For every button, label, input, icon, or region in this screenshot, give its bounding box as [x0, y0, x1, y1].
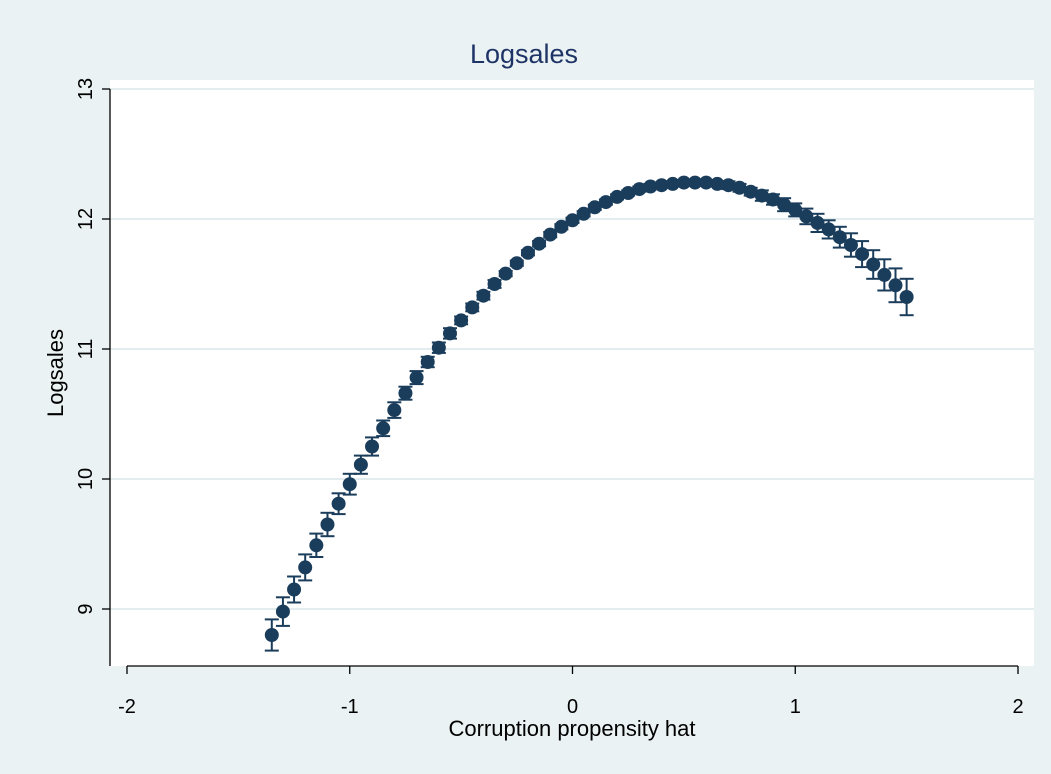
data-point	[899, 290, 914, 304]
plot-area	[110, 80, 1034, 666]
data-point	[621, 186, 636, 200]
data-point	[587, 200, 602, 215]
data-point	[832, 230, 847, 245]
data-point	[888, 278, 903, 293]
data-point	[309, 538, 324, 553]
data-point	[732, 180, 747, 195]
data-point	[509, 256, 524, 271]
data-point	[721, 178, 736, 193]
y-tick-label: 12	[75, 208, 97, 230]
data-point	[810, 215, 825, 230]
data-point	[665, 176, 680, 191]
data-point	[365, 439, 380, 454]
data-point	[632, 182, 647, 197]
x-tick-label: -1	[341, 696, 359, 718]
data-point	[287, 582, 302, 597]
data-point	[420, 355, 435, 369]
y-tick-label: 11	[75, 339, 97, 360]
data-point	[654, 178, 669, 193]
data-point	[699, 175, 714, 190]
x-tick-label: -2	[118, 696, 136, 718]
data-point	[643, 179, 658, 194]
data-point	[710, 176, 725, 191]
data-point	[565, 213, 580, 228]
data-point	[465, 300, 480, 315]
data-point	[688, 175, 703, 190]
data-point	[431, 340, 446, 355]
data-point	[264, 628, 279, 642]
data-point	[498, 266, 513, 281]
data-point	[398, 386, 413, 401]
data-point	[543, 227, 558, 242]
data-point	[777, 197, 792, 212]
data-point	[454, 313, 469, 328]
data-point	[487, 277, 502, 291]
data-point	[855, 247, 870, 262]
x-tick-label: 2	[1012, 696, 1023, 718]
data-point	[554, 219, 569, 234]
data-point	[821, 222, 836, 237]
data-point	[476, 288, 491, 303]
data-point	[331, 496, 346, 511]
data-point	[275, 604, 290, 619]
data-point	[843, 238, 858, 252]
data-point	[576, 206, 591, 221]
x-tick-label: 0	[567, 696, 578, 718]
data-point	[376, 421, 391, 436]
data-point	[409, 370, 424, 385]
data-markers	[264, 175, 914, 642]
data-point	[743, 184, 758, 199]
data-point	[610, 189, 625, 204]
data-point	[598, 195, 613, 210]
x-tick-label: 1	[790, 696, 801, 718]
data-point	[320, 517, 335, 532]
chart-title: Logsales	[470, 39, 578, 69]
data-point	[799, 209, 814, 224]
data-point	[442, 326, 457, 341]
data-point	[298, 560, 313, 575]
y-tick-label: 10	[75, 468, 97, 490]
data-point	[387, 403, 402, 418]
data-point	[532, 236, 547, 251]
x-axis-label: Corruption propensity hat	[448, 716, 695, 741]
data-point	[353, 457, 368, 472]
data-point	[520, 245, 535, 260]
data-point	[788, 202, 803, 217]
data-point	[765, 192, 780, 207]
data-point	[342, 477, 357, 492]
data-point	[754, 188, 769, 203]
data-point	[676, 175, 691, 190]
y-tick-label: 9	[75, 603, 97, 614]
data-point	[877, 267, 892, 282]
y-axis-label: Logsales	[43, 329, 68, 417]
data-point	[866, 257, 881, 272]
y-tick-label: 13	[75, 78, 97, 100]
